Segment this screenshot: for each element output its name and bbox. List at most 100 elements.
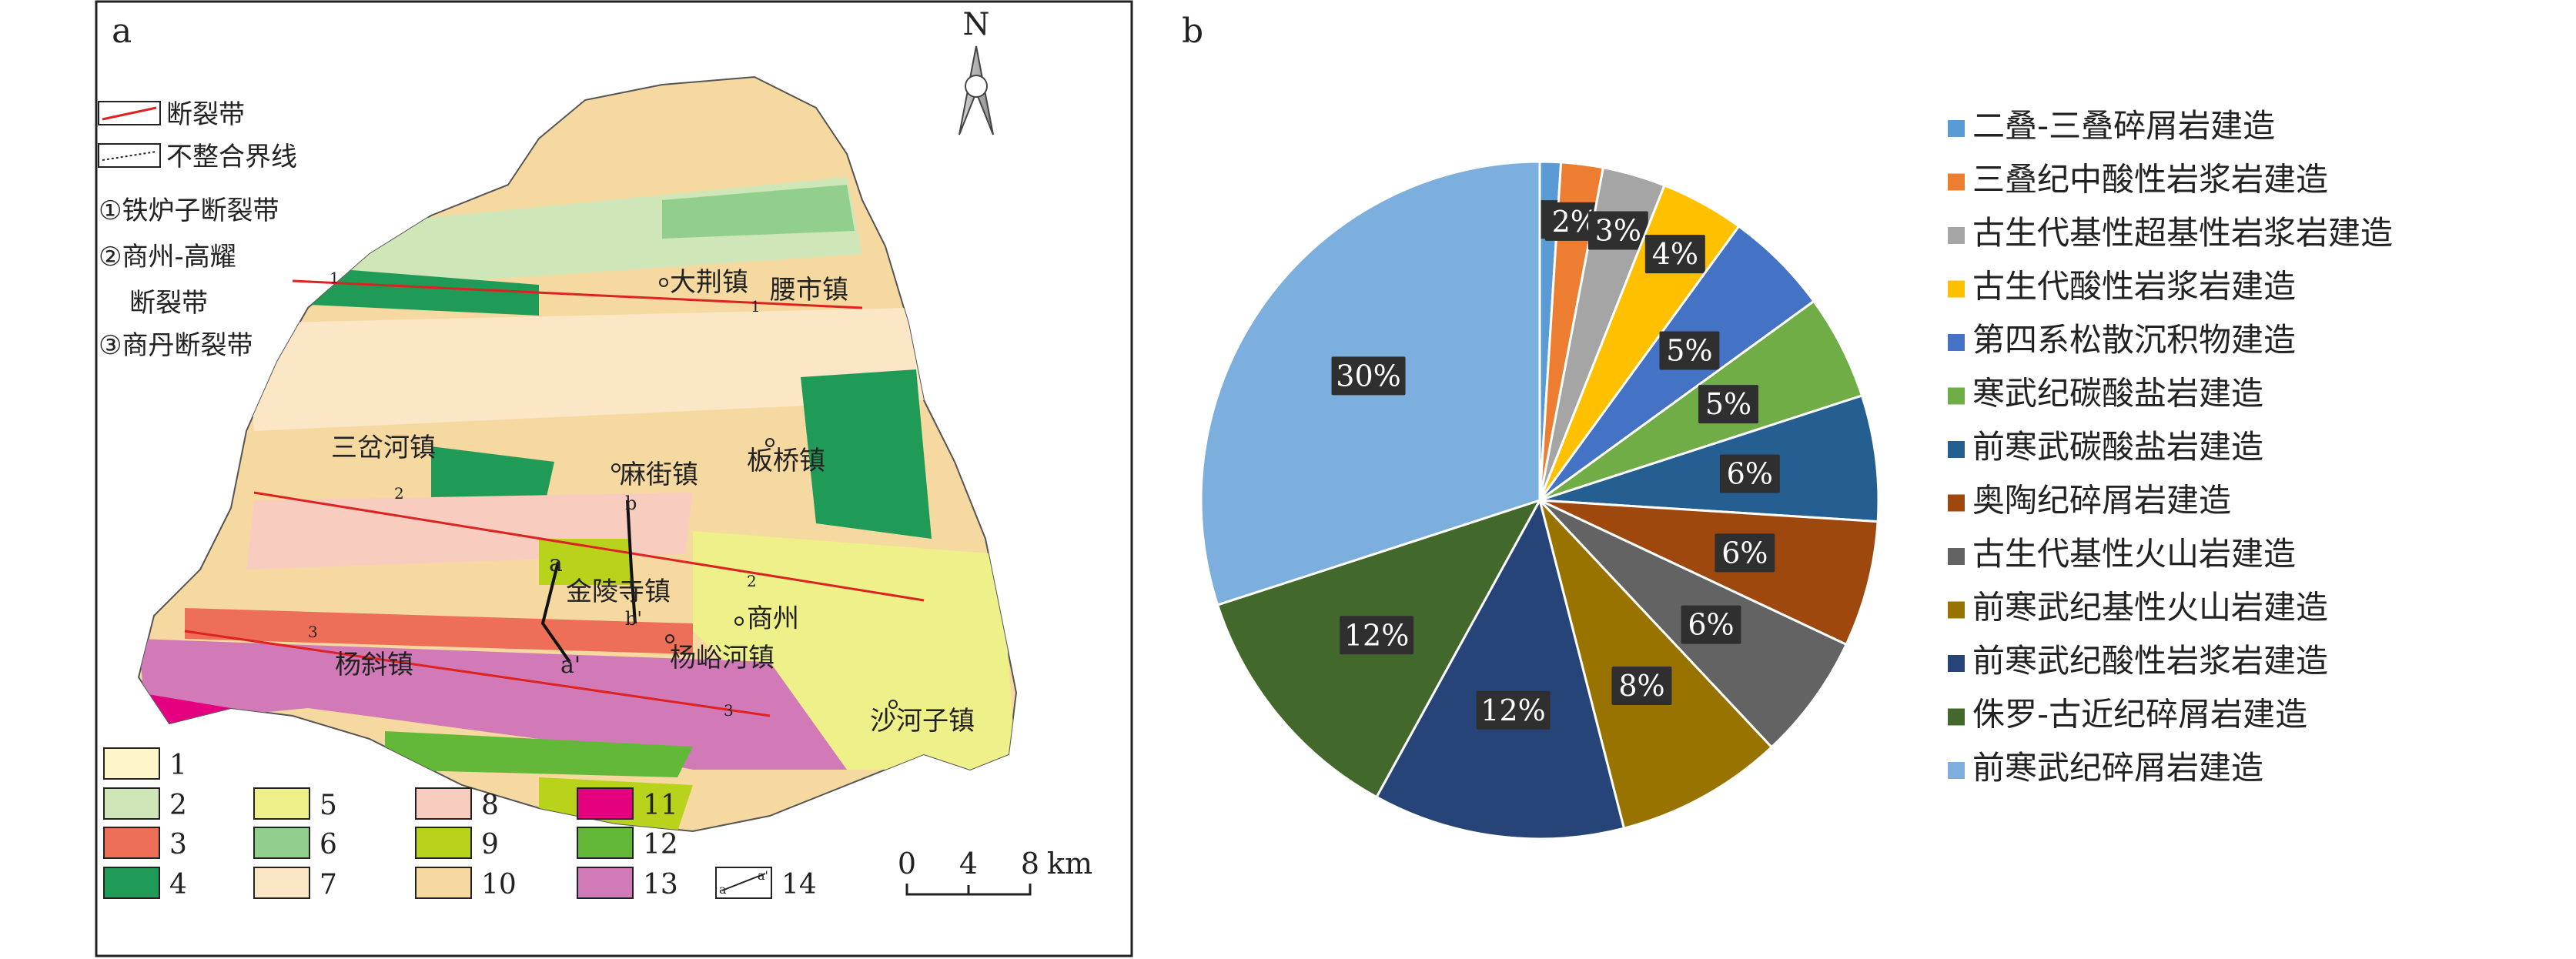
map-unit-5 xyxy=(693,531,1016,770)
pie-label-bg xyxy=(1719,454,1780,493)
legend-marker xyxy=(1948,655,1965,672)
fault-number: 3 xyxy=(724,701,734,720)
legend-entry: 第四系松散沉积物建造 xyxy=(1972,321,2296,359)
legend-swatch-10 xyxy=(415,867,472,899)
fault-number: 1 xyxy=(751,297,761,316)
legend-swatch-5 xyxy=(253,787,310,820)
fault-number: 2 xyxy=(747,572,757,590)
scale-tick-4: 4 xyxy=(959,847,978,880)
section-label: b' xyxy=(625,608,642,630)
fault-number: 3 xyxy=(308,623,318,641)
legend-number-11: 11 xyxy=(643,790,678,821)
pie-data-label: 4% xyxy=(1652,237,1698,271)
pie-slice xyxy=(1539,394,1880,523)
panel-a-label: a xyxy=(112,12,132,51)
town-banqiao: 板桥镇 xyxy=(747,446,825,476)
legend-swatch-2 xyxy=(103,787,160,820)
section-label: b xyxy=(625,493,637,514)
pie-label-bg xyxy=(1698,385,1759,424)
legend-entry: 古生代基性火山岩建造 xyxy=(1972,535,2296,573)
legend-unconformity: 不整合界线 xyxy=(166,142,297,172)
section-symbol-label: a' xyxy=(758,868,768,883)
pie-data-label: 3% xyxy=(1595,213,1641,247)
legend-entry: 侏罗-古近纪碎屑岩建造 xyxy=(1972,696,2307,733)
legend-fault: 断裂带 xyxy=(166,99,245,130)
legend-top: 断裂带 不整合界线 ①铁炉子断裂带 ②商州-高耀 断裂带 ③商丹断裂带 xyxy=(98,99,297,361)
legend-number-3: 3 xyxy=(169,829,187,860)
legend-marker xyxy=(1948,387,1965,405)
legend-swatch-1 xyxy=(103,747,160,780)
legend-number-6: 6 xyxy=(319,829,337,860)
town-sanchahe: 三岔河镇 xyxy=(331,433,436,463)
map-unit-4 xyxy=(293,266,539,316)
legend-entry: 前寒武纪基性火山岩建造 xyxy=(1972,589,2328,627)
scale-unit: km xyxy=(1047,847,1092,880)
legend-marker xyxy=(1948,227,1965,244)
pie-label-bg xyxy=(1715,533,1775,573)
pie-data-label: 6% xyxy=(1721,536,1768,570)
legend-marker xyxy=(1948,548,1965,565)
legend-fault-2-cont: 断裂带 xyxy=(129,288,208,319)
legend-number-9: 9 xyxy=(481,829,499,860)
legend-marker xyxy=(1948,120,1965,137)
section-label: a' xyxy=(560,652,580,679)
scale-bar: 0 4 8 km xyxy=(898,847,1092,896)
fault-line-1 xyxy=(292,279,863,309)
legend-fault-2: ②商州-高耀 xyxy=(99,242,236,272)
legend-fault-1: ①铁炉子断裂带 xyxy=(99,195,279,226)
pie-label-bg xyxy=(1681,605,1741,644)
legend-swatch-4 xyxy=(103,867,160,899)
legend-marker xyxy=(1948,762,1965,779)
pie-data-label: 6% xyxy=(1688,608,1734,642)
legend-swatch-13 xyxy=(577,867,634,899)
pie-data-label: 8% xyxy=(1618,669,1664,703)
section-symbol-label: a xyxy=(719,882,727,897)
geologic-map xyxy=(137,75,1018,833)
scale-line xyxy=(905,884,1032,896)
legend-swatch-8 xyxy=(415,787,472,820)
legend-swatch-3 xyxy=(103,827,160,859)
legend-number-13: 13 xyxy=(643,869,678,901)
panel-b: b 1%2%3%4%5%5%6%6%6%8%12%12%30% 二叠-三叠碎屑岩… xyxy=(1182,12,2393,840)
map-unit-3 xyxy=(185,608,693,654)
legend-marker xyxy=(1948,494,1965,512)
pie-label-bg xyxy=(1476,690,1551,730)
unconformity-legend-icon xyxy=(98,143,161,168)
legend-entry: 前寒武纪碎屑岩建造 xyxy=(1972,749,2263,787)
legend-number-2: 2 xyxy=(169,790,187,821)
map-unit-6 xyxy=(662,185,855,239)
fault-line-3 xyxy=(184,630,771,717)
town-labels: 大荆镇 腰市镇 三岔河镇 麻街镇 板桥镇 金陵寺镇 商州 杨斜镇 杨峪河镇 沙河… xyxy=(331,267,975,737)
map-annotations: 1 1 2 2 3 3 a a' b b' xyxy=(308,269,761,720)
legend-number-14: 14 xyxy=(781,869,817,901)
town-yangxie: 杨斜镇 xyxy=(335,650,413,680)
map-unit-13 xyxy=(139,639,847,770)
pie-data-label: 12% xyxy=(1480,693,1545,727)
legend-marker xyxy=(1948,601,1965,619)
pie-label-bg xyxy=(1587,211,1648,250)
legend-swatch-9 xyxy=(415,827,472,859)
town-yangyuhe: 杨峪河镇 xyxy=(670,643,774,673)
north-arrow: N xyxy=(958,7,994,135)
legend-marker xyxy=(1948,441,1965,458)
pie-label-bg xyxy=(1611,666,1672,705)
legend-entry: 前寒武纪酸性岩浆岩建造 xyxy=(1972,642,2328,680)
legend-swatch-12 xyxy=(577,827,634,859)
legend-marker xyxy=(1948,173,1965,191)
legend-number-7: 7 xyxy=(319,869,337,901)
pie-data-label: 5% xyxy=(1666,334,1712,368)
pie-chart: 1%2%3%4%5%5%6%6%6%8%12%12%30% xyxy=(1199,160,1880,840)
legend-marker xyxy=(1948,708,1965,726)
scale-tick-0: 0 xyxy=(898,847,916,880)
map-unit-12b xyxy=(385,731,693,777)
fault-number: 2 xyxy=(394,484,404,503)
pie-data-label: 6% xyxy=(1727,457,1773,491)
pie-label-bg xyxy=(1340,616,1414,655)
fault-line-2 xyxy=(253,491,925,602)
legend-number-1: 1 xyxy=(169,750,187,781)
legend-entry: 前寒武碳酸盐岩建造 xyxy=(1972,428,2263,466)
pie-data-label: 12% xyxy=(1344,618,1409,652)
pie-slice xyxy=(1374,496,1626,840)
legend-number-10: 10 xyxy=(481,869,517,901)
scale-tick-8: 8 xyxy=(1021,847,1039,880)
